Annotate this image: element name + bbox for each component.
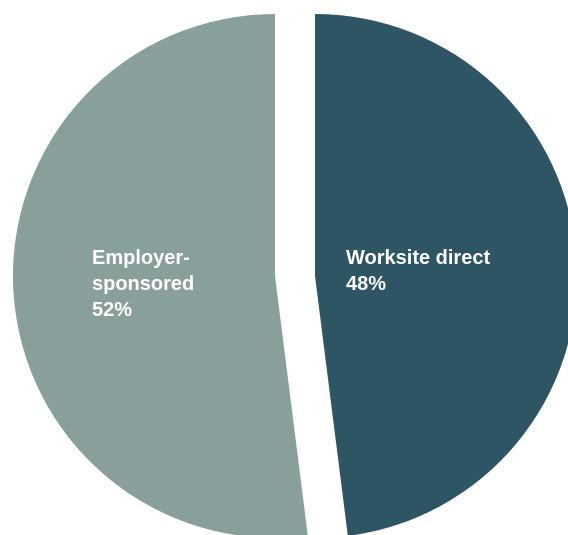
slice-name-label: Employer- [92, 247, 190, 269]
slice-value-label: 48% [346, 273, 386, 295]
slice-name-label: Worksite direct [346, 247, 490, 269]
pie-slice-1 [315, 14, 568, 535]
pie-slice-label-1: Worksite direct 48% [346, 247, 490, 295]
pie-slice-label-2: Employer-sponsored 52% [92, 247, 194, 321]
slice-value-label: 52% [92, 299, 132, 321]
pie-slice-2 [12, 14, 308, 535]
slice-name-label: sponsored [92, 273, 194, 295]
